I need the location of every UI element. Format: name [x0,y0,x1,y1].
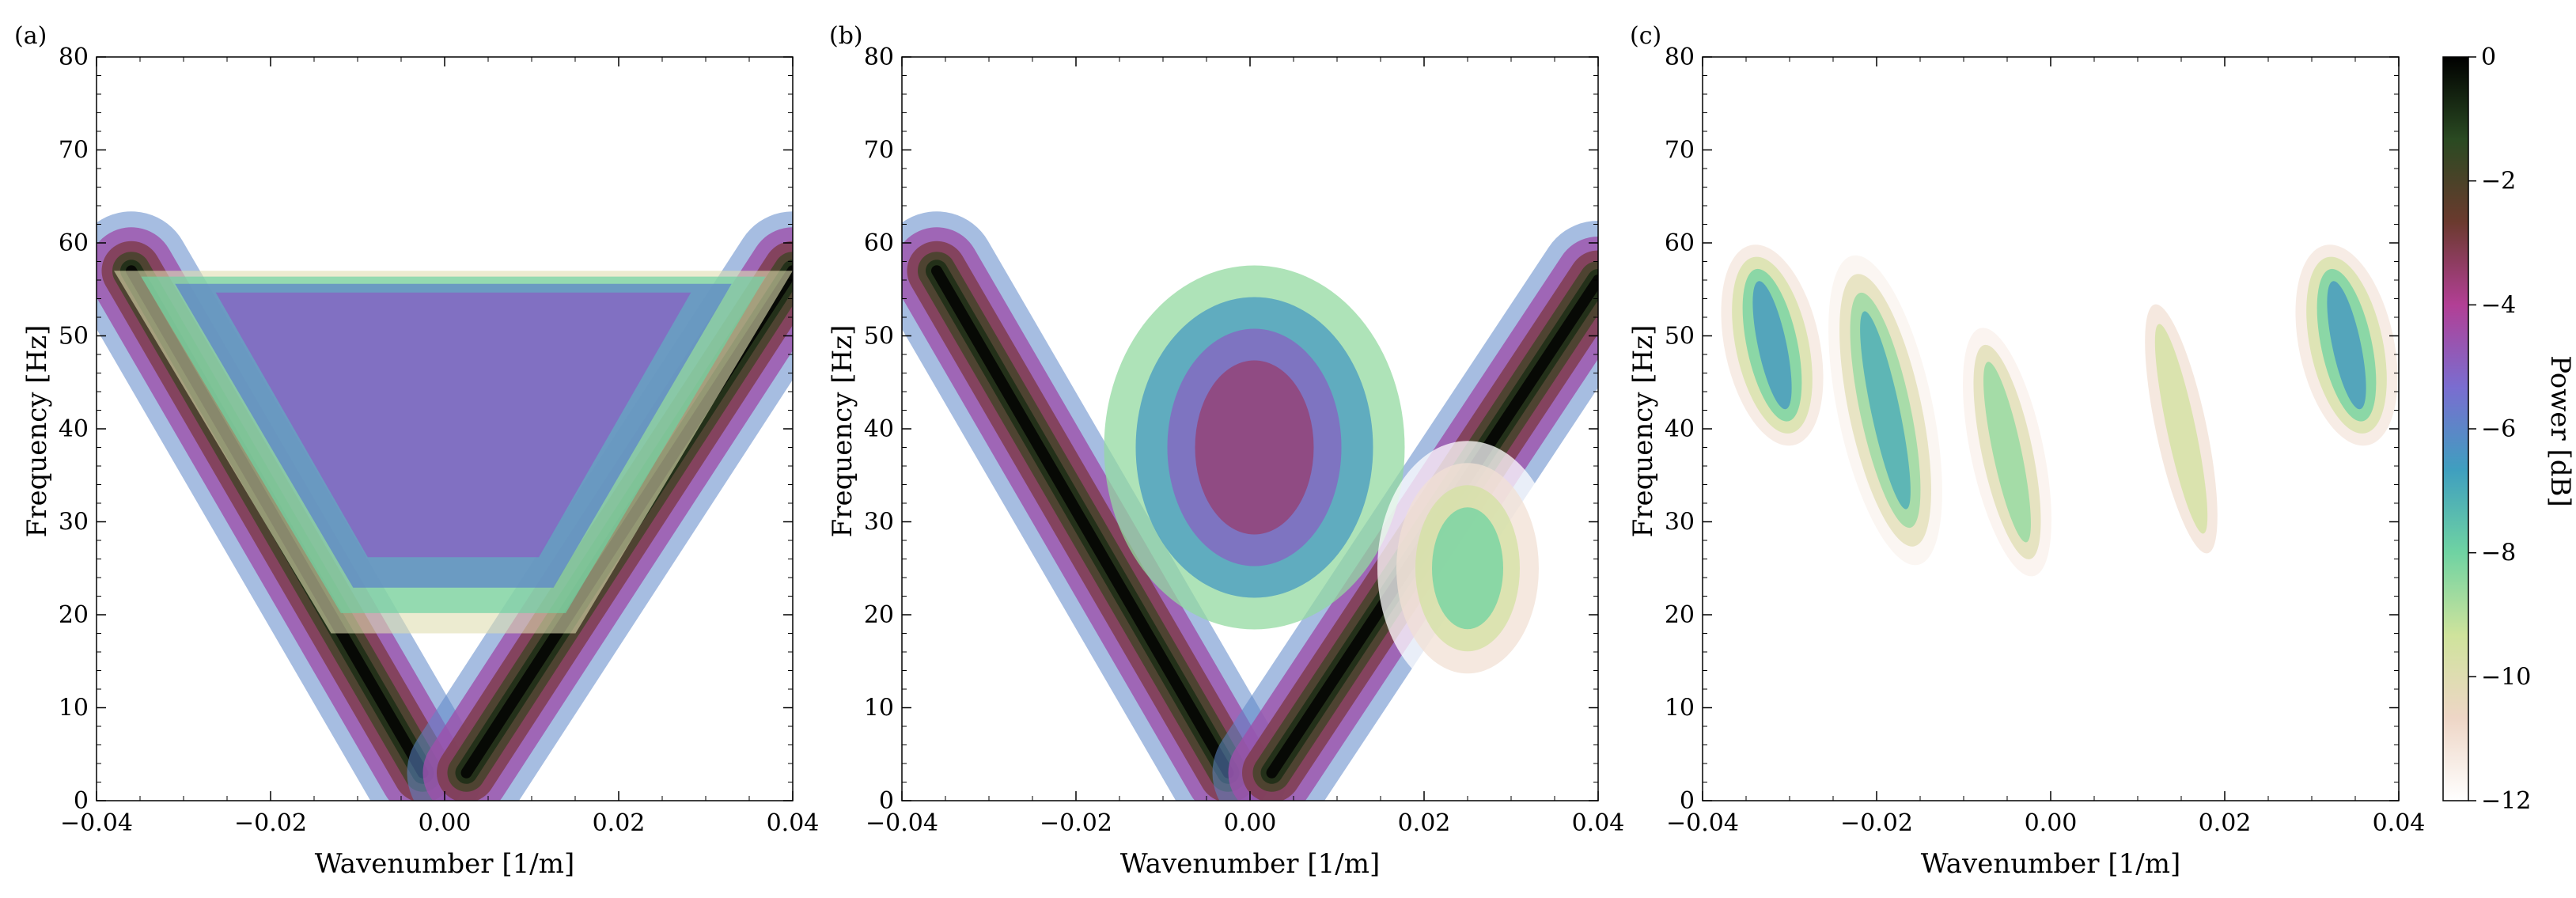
x-tick-label: −0.04 [1666,809,1739,837]
heatmap-feature-blob [1377,441,1558,696]
y-tick-label: 70 [59,137,89,165]
y-tick-label: 20 [864,601,894,629]
y-tick-label: 80 [59,44,89,71]
y-tick-label: 0 [74,787,89,815]
panel-a: (a) −0.04 −0.02 0.00 0.02 0.04 0 10 20 30 40 50 60 7… [14,22,819,880]
x-tick-label: 0.00 [2025,809,2078,837]
heatmap-feature-blob [1104,265,1405,630]
y-tick-label: 30 [1665,509,1695,536]
streak-layer [2327,281,2366,410]
heatmap-feature-streak [2123,264,2240,593]
x-tick-label: 0.04 [2373,809,2426,837]
y-tick-label: 70 [1665,137,1695,165]
heatmap-feature-band [902,211,1288,801]
x-tick-label: −0.02 [1840,809,1913,837]
y-tick-label: 20 [59,601,89,629]
y-tick-label: 60 [59,229,89,257]
y-tick-label: 50 [864,323,894,350]
y-tick-label: 70 [864,137,894,165]
x-tick-label: 0.02 [1398,809,1451,837]
panel-label: (a) [14,22,47,50]
y-tick-label: 30 [59,509,89,536]
blob-layer [1432,507,1503,630]
panel-label: (c) [1630,22,1661,50]
x-tick-label: 0.02 [593,809,646,837]
heatmap-feature-plateau [114,271,793,634]
x-tick-label: −0.02 [234,809,307,837]
x-axis-label: Wavenumber [1/m] [1120,848,1380,880]
y-tick-label: 10 [59,695,89,722]
heatmap-feature-streak [2295,244,2398,446]
y-tick-label: 80 [1665,44,1695,71]
heatmap-feature-streak [1952,310,2063,593]
plot-area: −0.04 −0.02 0.00 0.02 0.04 0 10 20 30 40 50 60 70 80 [59,44,820,837]
band-layer [931,265,1234,779]
y-axis-label: Frequency [Hz] [21,325,53,538]
y-tick-label: 60 [1665,229,1695,257]
y-tick-label: 30 [864,509,894,536]
colorbar-tick-label: −2 [2481,168,2516,195]
y-tick-label: 20 [1665,601,1695,629]
x-tick-label: 0.02 [2199,809,2252,837]
y-tick-label: 50 [1665,323,1695,350]
plateau-layer [215,292,691,558]
plot-area: −0.04 −0.02 0.00 0.02 0.04 0 10 20 30 40 50 60 70 80 [1665,44,2426,837]
y-axis-label: Frequency [Hz] [1627,325,1659,538]
y-tick-label: 80 [864,44,894,71]
y-tick-label: 60 [864,229,894,257]
heatmap-layer [902,211,1598,801]
x-tick-label: −0.04 [60,809,133,837]
y-axis-label: Frequency [Hz] [827,325,858,538]
y-tick-label: 10 [1665,695,1695,722]
heatmap-feature-streak [1828,255,1942,566]
y-tick-label: 40 [1665,415,1695,443]
x-tick-label: 0.04 [767,809,820,837]
streak-layer [1860,311,1911,510]
colorbar-tick-label: −6 [2481,415,2516,443]
x-tick-label: −0.04 [866,809,938,837]
x-tick-label: −0.02 [1040,809,1112,837]
y-tick-label: 10 [864,695,894,722]
plot-area: −0.04 −0.02 0.00 0.02 0.04 0 10 20 30 40 50 60 70 80 [864,44,1625,837]
y-tick-label: 0 [1680,787,1695,815]
y-tick-label: 0 [879,787,894,815]
colorbar-tick-label: −8 [2481,540,2516,567]
streak-layer [1752,281,1792,410]
y-tick-label: 40 [864,415,894,443]
y-tick-label: 40 [59,415,89,443]
panel-c: (c) −0.04 −0.02 0.00 0.02 0.04 0 10 20 30 40 50 60 7… [1627,22,2425,880]
blob-layer [1195,360,1314,535]
streak-layer [1983,362,2031,543]
colorbar-label: Power [dB] [2544,355,2576,507]
plot-background [1703,57,2399,801]
colorbar-tick-label: −4 [2481,291,2516,319]
colorbar-tick-label: −12 [2481,787,2531,815]
panel-label: (b) [829,22,863,50]
colorbar: Power [dB] 0 −2 −4 −6 −8 −10 −12 [2442,44,2576,815]
x-tick-label: 0.04 [1572,809,1625,837]
y-tick-label: 50 [59,323,89,350]
heatmap-layer [97,211,793,801]
x-axis-label: Wavenumber [1/m] [315,848,574,880]
colorbar-tick-label: 0 [2481,44,2496,71]
streak-layer [2154,324,2208,534]
x-tick-label: 0.00 [1224,809,1277,837]
heatmap-feature-streak [1721,244,1824,446]
colorbar-gradient [2442,56,2469,801]
panel-b: (b) −0.04 −0.02 0.00 0.02 0.04 0 10 20 30 40 50 60 7… [827,22,1624,880]
colorbar-tick-label: −10 [2481,663,2531,691]
x-tick-label: 0.00 [419,809,472,837]
heatmap-layer [1721,244,2398,593]
x-axis-label: Wavenumber [1/m] [1921,848,2180,880]
